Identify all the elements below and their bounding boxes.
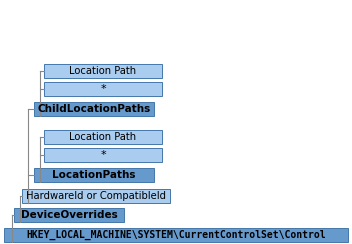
FancyBboxPatch shape bbox=[4, 228, 348, 242]
FancyBboxPatch shape bbox=[34, 168, 154, 182]
FancyBboxPatch shape bbox=[34, 102, 154, 116]
Text: Location Path: Location Path bbox=[69, 132, 137, 142]
Text: LocationPaths: LocationPaths bbox=[52, 170, 136, 180]
Text: ChildLocationPaths: ChildLocationPaths bbox=[37, 104, 151, 114]
FancyBboxPatch shape bbox=[44, 64, 162, 78]
Text: DeviceOverrides: DeviceOverrides bbox=[21, 210, 117, 220]
Text: *: * bbox=[100, 150, 106, 160]
Text: Location Path: Location Path bbox=[69, 66, 137, 76]
Text: HKEY_LOCAL_MACHINE\SYSTEM\CurrentControlSet\Control: HKEY_LOCAL_MACHINE\SYSTEM\CurrentControl… bbox=[26, 230, 326, 240]
FancyBboxPatch shape bbox=[22, 189, 170, 203]
Text: *: * bbox=[100, 84, 106, 94]
FancyBboxPatch shape bbox=[44, 148, 162, 162]
FancyBboxPatch shape bbox=[14, 208, 124, 222]
Text: HardwareId or CompatibleId: HardwareId or CompatibleId bbox=[26, 191, 166, 201]
FancyBboxPatch shape bbox=[44, 130, 162, 144]
FancyBboxPatch shape bbox=[44, 82, 162, 96]
